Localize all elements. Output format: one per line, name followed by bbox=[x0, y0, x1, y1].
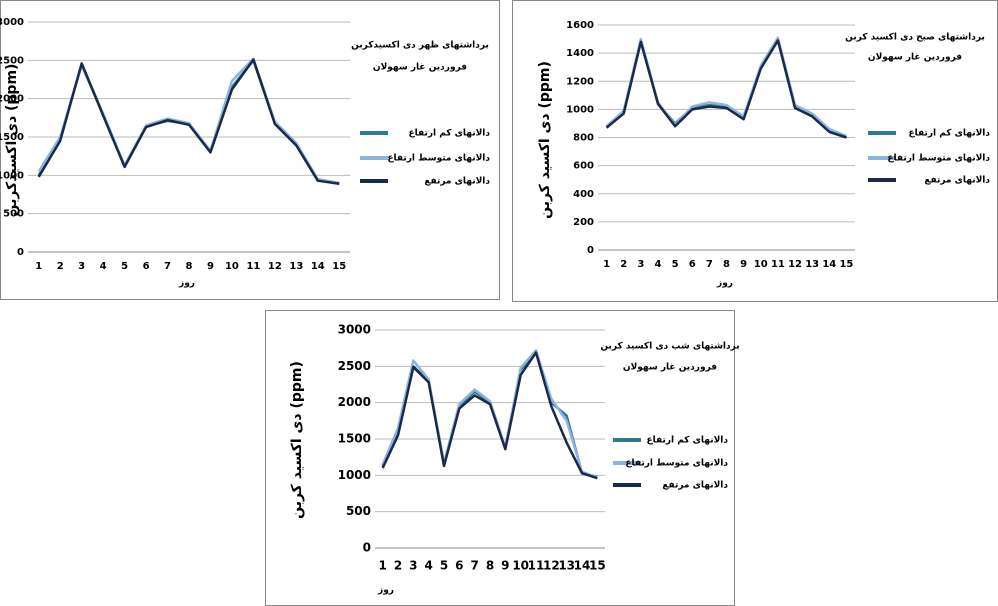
x-tick-label: 4 bbox=[100, 261, 107, 272]
series-line bbox=[37, 57, 340, 185]
x-tick-label: 6 bbox=[455, 559, 463, 573]
panel-border bbox=[0, 0, 500, 300]
x-tick-label: 13 bbox=[558, 559, 575, 573]
chart-title: برداشتهای صبح دی اکسید کربن bbox=[845, 33, 985, 43]
chart-title: فروردین غار سهولان bbox=[623, 363, 717, 373]
y-tick-label: 400 bbox=[573, 189, 594, 200]
legend-label: دالانهای مرتفع bbox=[662, 481, 728, 491]
y-tick-label: 1000 bbox=[0, 170, 24, 181]
x-tick-label: 12 bbox=[543, 559, 560, 573]
y-axis-label: دی اکسید کربن (ppm) bbox=[289, 361, 305, 519]
series-line bbox=[605, 39, 847, 139]
x-tick-label: 8 bbox=[723, 259, 730, 270]
legend-label: دالانهای کم ارتفاع bbox=[646, 436, 728, 446]
x-axis-label: روز bbox=[178, 279, 195, 289]
y-tick-label: 500 bbox=[346, 504, 371, 518]
y-tick-label: 500 bbox=[3, 209, 24, 220]
y-axis-label: دی اکسیدکربن (ppm) bbox=[4, 64, 20, 217]
y-tick-label: 2000 bbox=[0, 94, 24, 105]
x-tick-label: 1 bbox=[35, 261, 42, 272]
legend-label: دالانهای مرتفع bbox=[424, 177, 490, 187]
chart-title: برداشتهای ظهر دی اکسیدکربن bbox=[351, 41, 489, 51]
x-tick-label: 15 bbox=[332, 261, 346, 272]
y-tick-label: 1000 bbox=[338, 468, 371, 482]
legend-label: دالانهای کم ارتفاع bbox=[408, 129, 490, 139]
series-line bbox=[37, 58, 340, 186]
x-tick-label: 3 bbox=[78, 261, 85, 272]
y-tick-label: 800 bbox=[573, 133, 594, 144]
x-tick-label: 8 bbox=[186, 261, 193, 272]
legend-label: دالانهای متوسط ارتفاع bbox=[625, 459, 728, 469]
x-tick-label: 10 bbox=[754, 259, 768, 270]
x-tick-label: 5 bbox=[440, 559, 448, 573]
y-tick-label: 0 bbox=[363, 541, 371, 555]
y-tick-label: 600 bbox=[573, 161, 594, 172]
x-tick-label: 9 bbox=[740, 259, 747, 270]
x-tick-label: 4 bbox=[424, 559, 432, 573]
x-tick-label: 9 bbox=[501, 559, 509, 573]
chart-title: فروردین غار سهولان bbox=[868, 53, 962, 63]
x-tick-label: 11 bbox=[528, 559, 545, 573]
legend-label: دالانهای متوسط ارتفاع bbox=[887, 154, 990, 164]
x-axis-label: روز bbox=[716, 279, 733, 289]
x-tick-label: 10 bbox=[225, 261, 239, 272]
legend-label: دالانهای متوسط ارتفاع bbox=[387, 154, 490, 164]
x-tick-label: 3 bbox=[637, 259, 644, 270]
y-axis-label: دی اکسید کربن (ppm) bbox=[537, 61, 553, 219]
x-tick-label: 9 bbox=[207, 261, 214, 272]
x-tick-label: 7 bbox=[706, 259, 713, 270]
y-tick-label: 200 bbox=[573, 217, 594, 228]
y-tick-label: 1500 bbox=[338, 432, 371, 446]
x-tick-label: 2 bbox=[620, 259, 627, 270]
series-line bbox=[381, 350, 598, 479]
y-tick-label: 1600 bbox=[566, 20, 594, 31]
series-line bbox=[381, 349, 598, 479]
y-tick-label: 1400 bbox=[566, 48, 594, 59]
y-tick-label: 2000 bbox=[338, 395, 371, 409]
legend-label: دالانهای کم ارتفاع bbox=[908, 129, 990, 139]
x-axis-label: روز bbox=[377, 586, 394, 596]
x-tick-label: 11 bbox=[771, 259, 785, 270]
x-tick-label: 11 bbox=[246, 261, 260, 272]
legend-label: دالانهای مرتفع bbox=[924, 176, 990, 186]
y-tick-label: 2500 bbox=[338, 359, 371, 373]
x-tick-label: 13 bbox=[805, 259, 819, 270]
x-tick-label: 2 bbox=[57, 261, 64, 272]
x-tick-label: 5 bbox=[121, 261, 128, 272]
x-tick-label: 15 bbox=[589, 559, 606, 573]
x-tick-label: 4 bbox=[654, 259, 661, 270]
x-tick-label: 14 bbox=[822, 259, 836, 270]
y-tick-label: 1500 bbox=[0, 132, 24, 143]
x-tick-label: 7 bbox=[470, 559, 478, 573]
series-line bbox=[605, 37, 847, 139]
y-tick-label: 2500 bbox=[0, 55, 24, 66]
x-tick-label: 6 bbox=[689, 259, 696, 270]
panel-border bbox=[512, 0, 998, 302]
x-tick-label: 1 bbox=[378, 559, 386, 573]
y-tick-label: 3000 bbox=[0, 17, 24, 28]
x-tick-label: 15 bbox=[839, 259, 853, 270]
x-tick-label: 10 bbox=[512, 559, 529, 573]
x-tick-label: 3 bbox=[409, 559, 417, 573]
x-tick-label: 7 bbox=[164, 261, 171, 272]
x-tick-label: 5 bbox=[672, 259, 679, 270]
y-tick-label: 0 bbox=[17, 247, 24, 258]
x-tick-label: 6 bbox=[143, 261, 150, 272]
x-tick-label: 12 bbox=[268, 261, 282, 272]
chart-title: برداشتهای شب دی اکسید کربن bbox=[600, 342, 739, 352]
chart-title: فروردین غار سهولان bbox=[373, 63, 467, 73]
x-tick-label: 1 bbox=[603, 259, 610, 270]
x-tick-label: 12 bbox=[788, 259, 802, 270]
x-tick-label: 8 bbox=[486, 559, 494, 573]
series-line bbox=[381, 351, 598, 480]
y-tick-label: 1000 bbox=[566, 104, 594, 115]
x-tick-label: 14 bbox=[311, 261, 325, 272]
y-tick-label: 3000 bbox=[338, 323, 371, 337]
y-tick-label: 1200 bbox=[566, 76, 594, 87]
x-tick-label: 13 bbox=[289, 261, 303, 272]
y-tick-label: 0 bbox=[587, 245, 594, 256]
x-tick-label: 2 bbox=[394, 559, 402, 573]
x-tick-label: 14 bbox=[574, 559, 591, 573]
